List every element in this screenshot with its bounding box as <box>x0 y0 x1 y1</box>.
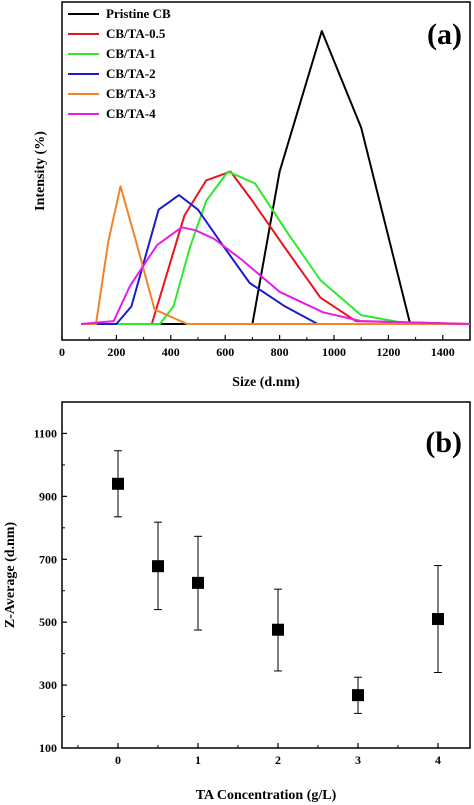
x-tick-label: 3 <box>355 753 361 767</box>
panel-b-x-axis-label: TA Concentration (g/L) <box>196 788 337 803</box>
x-tick-label: 1000 <box>322 345 346 359</box>
legend-label: Pristine CB <box>106 6 171 21</box>
panel-a-y-axis-label: Intensity (%) <box>33 131 48 211</box>
y-tick-label: 900 <box>39 489 57 503</box>
y-tick-label: 100 <box>39 741 57 755</box>
panel-b-y-axis-label: Z-Average (d.nm) <box>3 522 18 629</box>
x-tick-label: 800 <box>271 345 289 359</box>
series-line-4 <box>81 194 470 325</box>
data-point-2 <box>152 560 164 573</box>
x-tick-label: 200 <box>107 345 125 359</box>
x-tick-label: 0 <box>59 345 65 359</box>
data-point-1 <box>112 477 124 490</box>
series-line-5 <box>81 185 470 325</box>
panel-b-y-ticks: 100 300 500 700 900 1100 <box>34 426 67 755</box>
legend-label: CB/TA-1 <box>106 46 156 61</box>
x-tick-label: 4 <box>435 753 441 767</box>
legend-label: CB/TA-3 <box>106 86 156 101</box>
data-point-4 <box>272 623 284 636</box>
x-tick-label: 1200 <box>376 345 400 359</box>
panel-a-series-group <box>80 30 471 325</box>
legend-label: CB/TA-2 <box>106 66 156 81</box>
panel-a: 0 200 400 600 800 1000 1200 1400 (a) Size (d.nm… <box>33 1 471 390</box>
series-line-6 <box>80 226 471 325</box>
data-point-3 <box>192 576 204 589</box>
panel-a-x-ticks: 0 200 400 600 800 1000 1200 1400 <box>59 335 455 359</box>
y-tick-label: 300 <box>39 678 57 692</box>
panel-a-frame <box>61 1 471 341</box>
legend-label: CB/TA-4 <box>106 106 156 121</box>
panel-a-label: (a) <box>427 18 462 51</box>
x-tick-label: 1 <box>195 753 201 767</box>
series-line-3 <box>81 170 470 325</box>
y-tick-label: 700 <box>39 552 57 566</box>
x-tick-label: 0 <box>115 753 121 767</box>
panel-b-label: (b) <box>425 426 462 459</box>
x-tick-label: 1400 <box>431 345 455 359</box>
y-tick-label: 500 <box>39 615 57 629</box>
data-point-5 <box>352 689 364 702</box>
panel-b-x-ticks: 0 1 2 3 4 <box>77 743 441 767</box>
legend-label: CB/TA-0.5 <box>106 26 166 41</box>
x-tick-label: 400 <box>162 345 180 359</box>
panel-b-frame <box>61 401 471 749</box>
panel-b: 100 300 500 700 900 1100 0 1 2 3 4 (b) TA Concent… <box>3 401 471 803</box>
panel-a-x-axis-label: Size (d.nm) <box>232 375 300 390</box>
series-line-2 <box>81 170 471 325</box>
x-tick-label: 600 <box>216 345 234 359</box>
x-tick-label: 2 <box>275 753 281 767</box>
panel-a-legend: Pristine CB CB/TA-0.5 CB/TA-1 CB/TA-2 CB/TA-… <box>68 6 171 121</box>
data-point-6 <box>432 613 444 626</box>
panel-b-points-group <box>112 450 444 714</box>
y-tick-label: 1100 <box>34 426 57 440</box>
